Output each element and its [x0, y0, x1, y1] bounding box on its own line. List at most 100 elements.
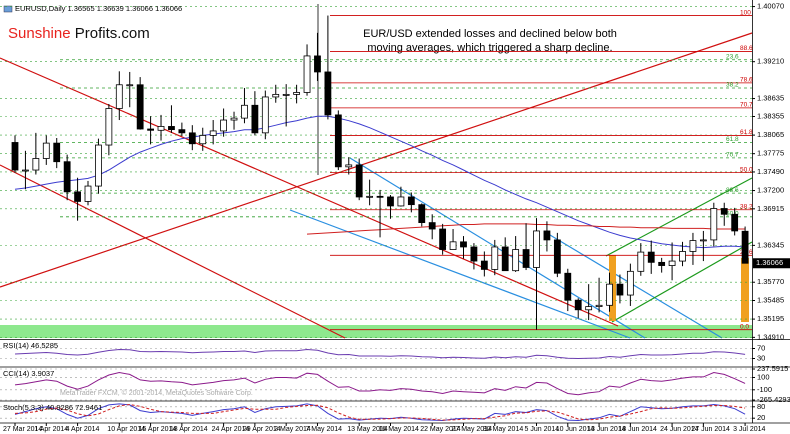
candle-body — [303, 55, 311, 93]
candle-body — [585, 306, 593, 311]
candle-body — [147, 128, 154, 131]
x-tick-label: 30 May 2014 — [483, 426, 524, 433]
y-tick-label: 1.38355 — [757, 111, 784, 120]
x-tick-label: 5 Jun 2014 — [525, 426, 560, 433]
x-tick-label: 27 Mar 2014 — [3, 426, 42, 433]
x-tick-label: 7 May 2014 — [305, 426, 342, 433]
y-tick-label: 1.37490 — [757, 167, 784, 176]
candle-body — [42, 142, 50, 159]
y-tick-label: 1.37200 — [757, 186, 784, 195]
annotation: moving averages, which triggered a sharp… — [367, 42, 612, 54]
fib-label: 70.7 — [726, 152, 739, 159]
candle-body — [637, 251, 645, 272]
fib-label: 23.6 — [726, 53, 739, 60]
candle-body — [679, 251, 686, 262]
candle-body — [449, 241, 457, 250]
y-tick-label: 80 — [757, 402, 765, 411]
y-tick-label: 1.40070 — [757, 2, 784, 11]
candle-body — [74, 191, 81, 202]
series-line — [14, 403, 746, 422]
candle-body — [407, 196, 415, 206]
series-line — [14, 115, 746, 249]
candle-body — [533, 230, 540, 268]
candle-body — [188, 132, 196, 145]
candle-body — [314, 55, 321, 73]
fib-label: 0.0 — [740, 323, 749, 330]
annotation: EUR/USD extended losses and declined bel… — [363, 28, 617, 40]
y-tick-label: 70 — [757, 343, 765, 352]
candle-body — [105, 108, 113, 146]
candle-body — [491, 246, 499, 270]
candle-body — [512, 249, 520, 272]
candle-body — [606, 283, 613, 306]
support-zone — [0, 325, 752, 338]
x-tick-label: 13 May 2014 — [347, 426, 388, 433]
x-tick-label: 27 May 2014 — [451, 426, 492, 433]
candle-body — [324, 71, 332, 116]
candle-body — [376, 195, 384, 198]
candle-body — [543, 230, 551, 241]
candle-body — [157, 126, 165, 131]
candle-body — [501, 246, 509, 272]
trend-line — [0, 164, 346, 339]
candle-body — [574, 299, 582, 311]
x-tick-label: 18 Apr 2014 — [170, 426, 208, 433]
trend-line — [0, 32, 753, 288]
x-tick-label: 13 Jun 2014 — [587, 426, 626, 433]
symbol-icon — [3, 5, 13, 13]
x-tick-label: 10 Jun 2014 — [556, 426, 595, 433]
candle-body — [84, 185, 92, 202]
y-tick-label: 1.36915 — [757, 204, 784, 213]
trend-lines — [0, 4, 753, 339]
candle-body — [168, 126, 175, 131]
y-tick-label: 30 — [757, 353, 765, 362]
candle-body — [397, 196, 405, 207]
x-tick-label: 18 Jun 2014 — [618, 426, 657, 433]
candle-body — [241, 104, 248, 119]
candle-body — [387, 196, 394, 207]
y-tick-label: 1.37775 — [757, 149, 784, 158]
candle-body — [282, 93, 290, 96]
candle-body — [689, 240, 697, 252]
x-tick-label: 24 Jun 2014 — [660, 426, 699, 433]
fib-label: 70.7 — [740, 102, 753, 109]
candle-body — [741, 230, 749, 264]
panel-title: RSI(14) 46.5285 — [3, 341, 58, 350]
x-tick-label: 24 Apr 2014 — [212, 426, 250, 433]
candle-body — [199, 135, 207, 145]
candle-body — [32, 158, 40, 171]
x-tick-label: 2 May 2014 — [274, 426, 311, 433]
series-line — [14, 371, 746, 396]
candle-body — [647, 251, 655, 263]
candle-body — [272, 93, 280, 98]
series-line — [14, 348, 746, 360]
candle-body — [522, 249, 530, 268]
fib-label: 50.0 — [740, 166, 753, 173]
candle-body — [616, 283, 624, 296]
fib-label: 38.2 — [726, 82, 739, 89]
fib-label: 100 — [740, 9, 751, 16]
candle-body — [209, 130, 217, 136]
candle-body — [136, 84, 144, 130]
candle-body — [668, 260, 676, 266]
candle-body — [63, 161, 71, 193]
candle-body — [564, 272, 572, 301]
fib-label: 38.2 — [740, 204, 753, 211]
trend-line — [0, 57, 619, 327]
candle-body — [428, 222, 436, 230]
fib-label: 78.6 — [740, 77, 753, 84]
y-tick-label: 1.35195 — [757, 314, 784, 323]
x-tick-label: 29 Apr 2014 — [243, 426, 281, 433]
price-marker — [753, 258, 790, 269]
price-marker-label: 1.36066 — [756, 258, 783, 267]
candle-body — [11, 142, 19, 171]
candle-body — [731, 213, 739, 232]
y-tick-label: 100 — [757, 372, 770, 381]
candle-body — [418, 204, 426, 224]
y-tick-label: 20 — [757, 413, 765, 422]
y-tick-label: 1.35770 — [757, 277, 784, 286]
candle-body — [345, 164, 353, 168]
move-highlight — [741, 258, 749, 322]
